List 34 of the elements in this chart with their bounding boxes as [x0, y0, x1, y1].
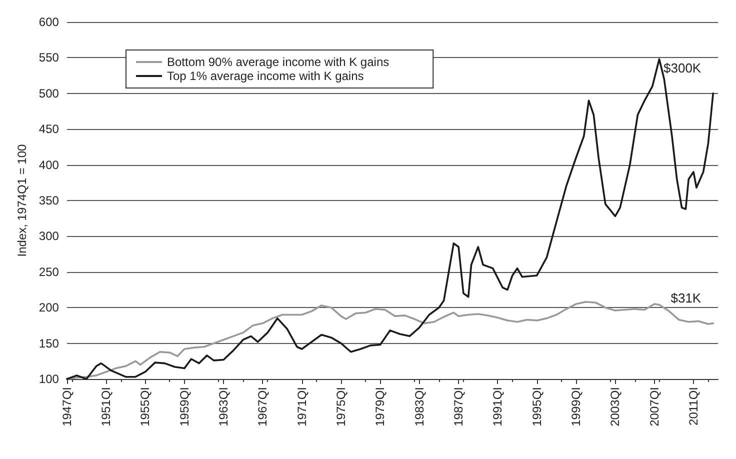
- y-tick-label: 300: [38, 229, 60, 244]
- legend-label: Top 1% average income with K gains: [167, 69, 364, 83]
- x-tick-label: 1951QI: [99, 387, 114, 426]
- y-tick-label: 200: [38, 300, 60, 315]
- x-tick-label: 1975QI: [334, 387, 348, 426]
- y-axis-title: Index, 1974Q1 = 100: [15, 144, 29, 257]
- y-tick-label: 600: [38, 15, 60, 29]
- x-tick-label: 1963QI: [216, 387, 231, 426]
- y-tick-label: 350: [38, 194, 60, 208]
- x-tick-label: 1979QI: [373, 387, 388, 426]
- x-tick-label: 1999QI: [569, 387, 584, 426]
- y-tick-label: 250: [38, 264, 60, 279]
- x-tick-label: 1967QI: [256, 387, 270, 426]
- y-tick-label: 500: [38, 86, 60, 100]
- y-tick-label: 450: [38, 122, 60, 136]
- x-tick-label: 1991QI: [490, 387, 505, 426]
- legend-label: Bottom 90% average income with K gains: [167, 55, 390, 69]
- x-tick-label: 1995QI: [530, 387, 544, 426]
- x-tick-label: 1971QI: [294, 387, 309, 426]
- line-series: [66, 58, 714, 380]
- x-tick-label: 1987QI: [452, 387, 466, 426]
- x-tick-label: 2007QI: [647, 387, 662, 426]
- y-tick-label: 150: [38, 336, 60, 350]
- x-tick-label: 2011QI: [686, 387, 701, 426]
- x-tick-label: 2003QI: [608, 387, 622, 426]
- y-tick-label: 400: [38, 158, 60, 172]
- y-tick-label: 550: [38, 50, 60, 65]
- x-tick-label: 1955QI: [138, 387, 152, 426]
- x-tick-label: 1959QI: [177, 387, 192, 426]
- annotation: $31K: [670, 290, 702, 306]
- x-tick-label: 1983QI: [412, 387, 426, 426]
- y-tick-label: 100: [38, 372, 60, 386]
- x-tick-label: 1947QI: [60, 387, 74, 426]
- annotation: $300K: [664, 60, 702, 76]
